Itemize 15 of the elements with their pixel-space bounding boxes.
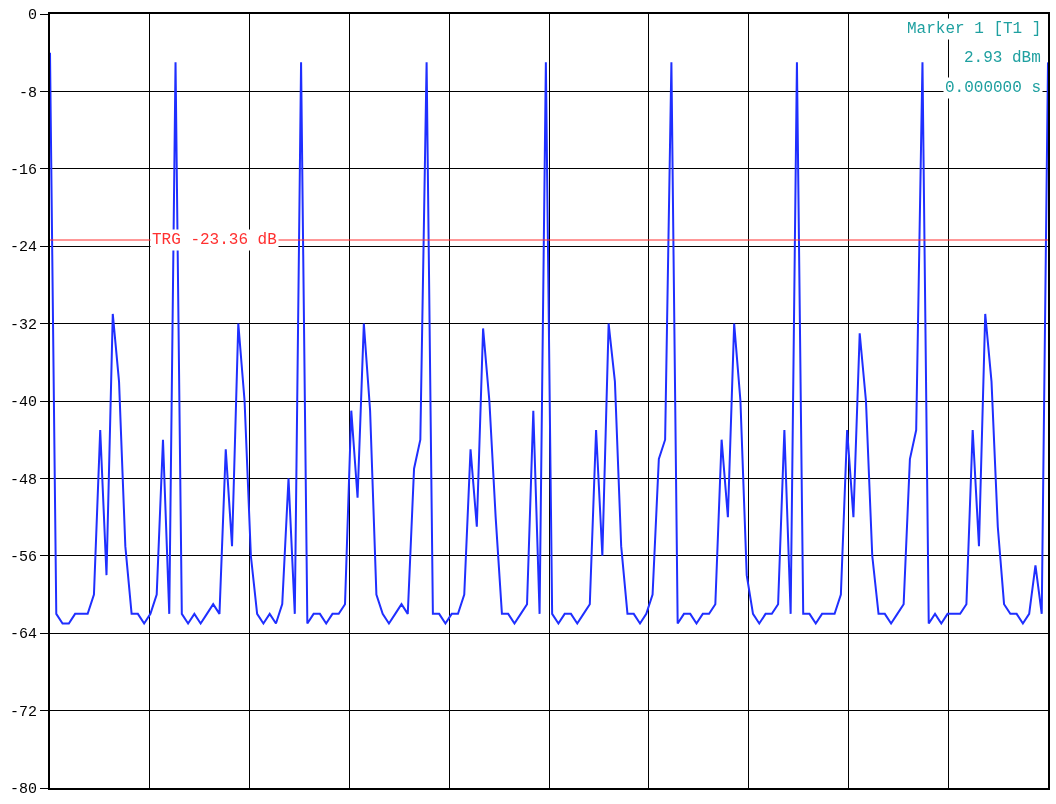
ref-line-label: TRG -23.36 dB: [152, 231, 277, 249]
y-tick-label: -24: [9, 239, 37, 257]
y-tick-label: -80: [9, 781, 37, 799]
annotation: 0.000000 s: [945, 79, 1042, 97]
y-tick-label: -72: [9, 703, 37, 721]
y-tick-label: -64: [9, 626, 37, 644]
y-tick-label: -8: [18, 84, 37, 102]
y-tick-label: -48: [9, 471, 37, 489]
y-tick-label: -40: [9, 394, 37, 412]
annotation: 2.93 dBm: [964, 49, 1041, 67]
annotation: Marker 1 [T1 ]: [907, 20, 1042, 38]
y-tick-label: -32: [9, 316, 37, 334]
y-tick-label: 0: [27, 7, 37, 25]
y-tick-label: -16: [9, 162, 37, 180]
y-tick-label: -56: [9, 549, 37, 567]
